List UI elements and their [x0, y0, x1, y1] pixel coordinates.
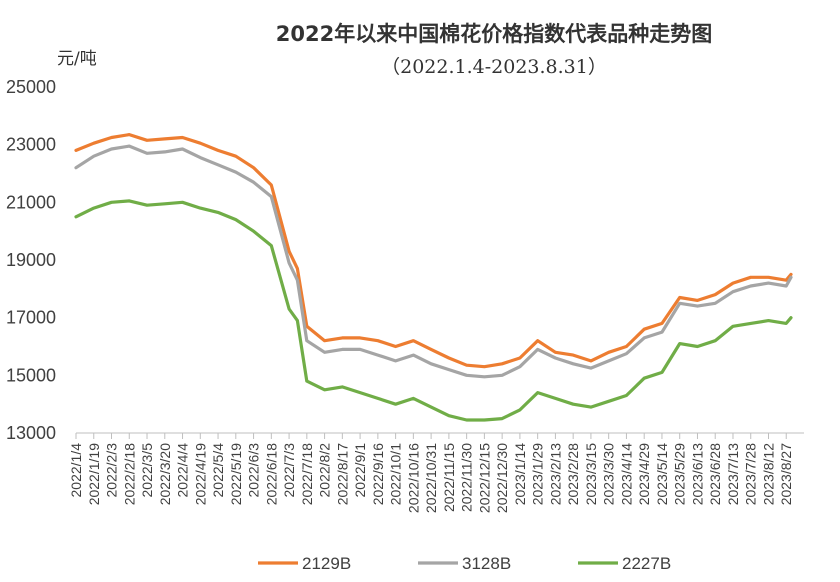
x-tick-label: 2022/6/18 [263, 443, 279, 505]
x-tick-label: 2023/1/29 [530, 443, 546, 505]
x-tick-label: 2023/8/12 [760, 443, 776, 505]
x-tick-label: 2022/1/4 [68, 443, 84, 498]
series-lines [74, 133, 793, 422]
y-tick-label: 13000 [6, 423, 56, 443]
x-tick-label: 2022/11/15 [441, 443, 457, 512]
x-tick-label: 2022/3/20 [157, 443, 173, 505]
y-axis-label: 元/吨 [57, 49, 97, 69]
legend-label-2227B: 2227B [622, 554, 671, 573]
x-tick-label: 2023/2/28 [565, 443, 581, 505]
x-tick-label: 2022/12/30 [494, 443, 510, 513]
y-tick-label: 21000 [6, 192, 56, 212]
legend-label-2129B: 2129B [302, 554, 351, 573]
x-tick-label: 2023/3/30 [601, 443, 617, 505]
x-tick-label: 2022/10/16 [405, 443, 421, 513]
x-tick-label: 2023/5/14 [654, 443, 670, 505]
x-tick-label: 2022/10/1 [388, 443, 404, 505]
x-tick-label: 2022/6/3 [246, 443, 262, 498]
series-line-3128B [74, 144, 793, 379]
y-axis-ticks: 13000 15000 17000 19000 21000 23000 25000 [6, 77, 56, 443]
x-tick-label: 2022/8/2 [317, 443, 333, 498]
x-tick-label: 2023/4/29 [636, 443, 652, 505]
legend-label-3128B: 3128B [462, 554, 511, 573]
x-tick-label: 2022/10/31 [423, 443, 439, 513]
x-tick-label: 2022/1/19 [86, 443, 102, 505]
x-tick-label: 2022/11/30 [459, 443, 475, 512]
x-tick-label: 2022/4/4 [175, 443, 191, 498]
x-tick-label: 2022/5/4 [210, 443, 226, 498]
x-tick-label: 2023/1/14 [512, 443, 528, 505]
x-tick-label: 2022/3/5 [139, 443, 155, 498]
y-tick-label: 15000 [6, 365, 56, 385]
x-tick-label: 2023/2/13 [547, 443, 563, 505]
x-axis-ticks: 2022/1/4 2022/1/19 2022/2/3 2022/2/18 2022/3… [68, 433, 794, 513]
x-tick-label: 2022/8/17 [334, 443, 350, 505]
series-line-2129B [74, 133, 793, 369]
x-tick-label: 2023/5/29 [672, 443, 688, 505]
x-tick-label: 2022/7/18 [299, 443, 315, 505]
x-tick-label: 2022/7/3 [281, 443, 297, 498]
x-tick-label: 2023/6/28 [707, 443, 723, 505]
y-tick-label: 25000 [6, 77, 56, 97]
x-tick-label: 2022/12/15 [476, 443, 492, 513]
x-tick-label: 2022/5/19 [228, 443, 244, 505]
x-tick-label: 2023/4/14 [618, 443, 634, 505]
x-tick-label: 2023/8/27 [778, 443, 794, 505]
x-tick-label: 2023/3/15 [583, 443, 599, 505]
x-tick-label: 2023/7/28 [743, 443, 759, 505]
x-tick-label: 2022/2/3 [104, 443, 120, 498]
series-line-2227B [74, 199, 793, 422]
chart-subtitle: （2022.1.4-2023.8.31） [381, 56, 607, 78]
x-tick-label: 2023/7/13 [725, 443, 741, 505]
y-tick-label: 17000 [6, 308, 56, 328]
x-tick-label: 2022/2/18 [121, 443, 137, 505]
x-tick-label: 2022/4/19 [192, 443, 208, 505]
y-tick-label: 23000 [6, 135, 56, 155]
y-tick-label: 19000 [6, 250, 56, 270]
legend: 2129B 3128B 2227B [258, 554, 671, 573]
x-tick-label: 2023/6/13 [689, 443, 705, 505]
chart-title: 2022年以来中国棉花价格指数代表品种走势图 [275, 22, 713, 46]
x-tick-label: 2022/9/16 [370, 443, 386, 505]
x-tick-label: 2022/9/1 [352, 443, 368, 498]
